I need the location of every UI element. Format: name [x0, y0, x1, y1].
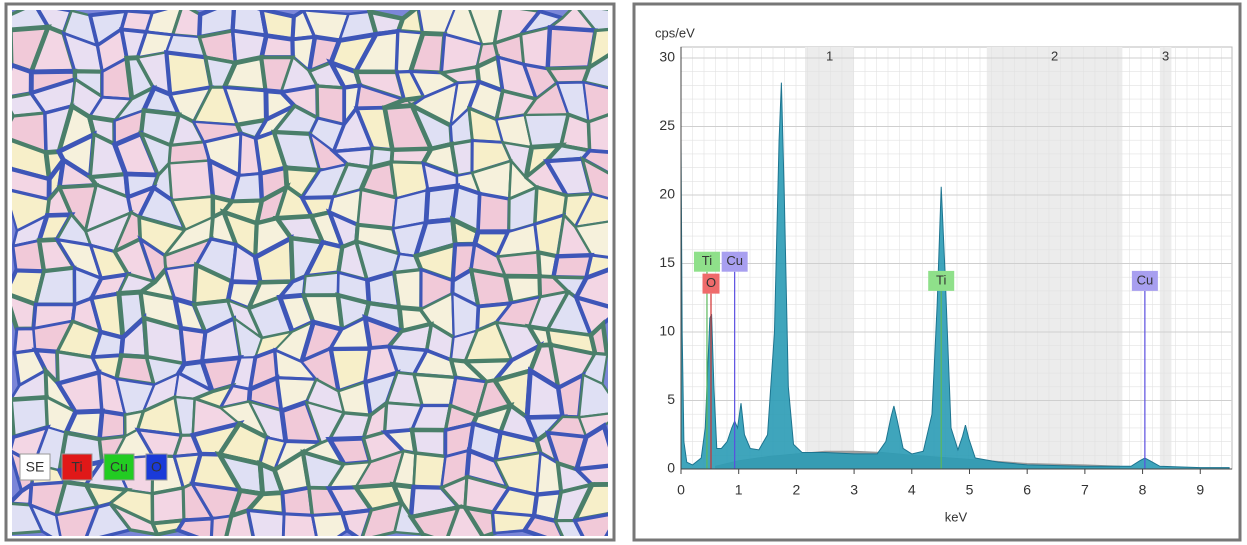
map-flake [584, 253, 608, 281]
x-tick-label: 9 [1196, 482, 1204, 498]
y-axis-label: cps/eV [655, 25, 695, 40]
map-flake [282, 512, 318, 536]
element-box [702, 273, 720, 294]
map-flake [392, 267, 423, 312]
map-flake [573, 422, 608, 473]
x-tick-label: 5 [966, 482, 974, 498]
element-box [721, 251, 748, 272]
legend-swatch [19, 453, 51, 481]
x-tick-label: 0 [677, 482, 685, 498]
x-tick-label: 2 [792, 482, 800, 498]
element-label: Ti [702, 253, 712, 268]
y-tick-label: 30 [659, 49, 675, 65]
map-flake [572, 464, 608, 487]
map-legend: SE Ti Cu O [19, 453, 168, 481]
legend-label: Ti [71, 459, 82, 475]
map-cracks [12, 10, 608, 536]
map-flake [571, 512, 608, 536]
x-tick-label: 3 [850, 482, 858, 498]
map-flake [579, 148, 608, 176]
map-flake [580, 156, 608, 200]
map-flake [519, 25, 552, 71]
spectrum-area [681, 82, 1230, 469]
element-label: Cu [726, 253, 743, 268]
element-label: Cu [1137, 272, 1154, 287]
element-box [928, 270, 955, 291]
map-flake [570, 482, 608, 524]
map-flake [572, 267, 608, 309]
map-flake [356, 187, 398, 231]
region-label: 3 [1162, 48, 1169, 63]
map-flake [258, 32, 296, 60]
map-flake [495, 250, 542, 278]
legend-label: O [151, 459, 162, 475]
map-flake [33, 265, 77, 307]
region-band [1159, 47, 1172, 469]
map-flake [150, 485, 186, 526]
map-flake [168, 159, 215, 202]
legend-swatch [103, 453, 135, 481]
y-tick-label: 0 [667, 460, 675, 476]
map-flake [97, 408, 128, 442]
y-tick-label: 20 [659, 186, 675, 202]
map-flake [449, 138, 475, 178]
map-flake [302, 271, 340, 297]
map-flake [476, 191, 512, 234]
y-tick-label: 15 [659, 254, 675, 270]
map-flake [582, 81, 608, 124]
legend-label: Cu [110, 459, 128, 475]
x-tick-label: 1 [735, 482, 743, 498]
x-tick-label: 7 [1081, 482, 1089, 498]
element-box [693, 251, 720, 272]
element-label: Ti [936, 272, 946, 287]
y-tick-label: 10 [659, 323, 675, 339]
x-tick-label: 6 [1023, 482, 1031, 498]
plot-area [680, 46, 1233, 470]
legend-swatch [145, 453, 168, 481]
map-flake [586, 113, 608, 154]
region-band [805, 47, 855, 469]
map-flake [411, 372, 458, 408]
y-tick-label: 5 [667, 391, 675, 407]
map-flake [573, 192, 608, 229]
map-flake [174, 516, 215, 536]
legend-swatch [61, 453, 93, 481]
y-tick-label: 25 [659, 117, 675, 133]
map-flake [577, 10, 608, 32]
map-flake [577, 373, 608, 419]
map-flake [27, 502, 62, 536]
region-label: 1 [826, 48, 833, 63]
x-axis-label: keV [945, 509, 968, 524]
element-label: O [706, 275, 716, 290]
region-label: 2 [1051, 48, 1058, 63]
map-flake [412, 451, 447, 490]
map-flake [246, 508, 286, 536]
map-flake [54, 505, 100, 536]
plot-content [681, 47, 1232, 469]
region-band [986, 47, 1123, 469]
map-flake [573, 220, 608, 259]
element-box [1131, 270, 1158, 291]
map-flake [580, 53, 608, 91]
x-tick-label: 4 [908, 482, 916, 498]
x-tick-label: 8 [1139, 482, 1147, 498]
map-flake [407, 504, 463, 536]
map-flake [521, 513, 565, 536]
map-flake [224, 507, 256, 536]
legend-label: SE [26, 459, 45, 475]
